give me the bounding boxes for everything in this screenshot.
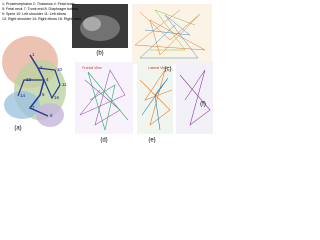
panel-label: (c) xyxy=(165,67,172,73)
joint-label: 10 xyxy=(57,67,63,72)
panel-label: (d) xyxy=(100,138,107,144)
joint-label: 11 xyxy=(62,82,67,87)
legend-line: 5: Fetal neck 7: Trunk end 8: Diaphragm … xyxy=(2,7,78,11)
joint-label: 2 xyxy=(40,65,43,70)
joint-label: 4 xyxy=(46,77,49,82)
panel-label: (b) xyxy=(96,51,103,57)
joint-label: 1 xyxy=(32,52,35,57)
panel-label: (a) xyxy=(14,126,21,132)
panel-label: (e) xyxy=(148,138,155,144)
fetus-model xyxy=(2,36,66,127)
joint-label: 8 xyxy=(50,113,53,118)
third-plot xyxy=(176,62,213,134)
joint-label: 14 xyxy=(20,93,26,98)
joint-label: 13 xyxy=(26,77,32,82)
view-label: Frontal View xyxy=(82,66,102,70)
legend-line: 1: Prosencephalon 2: Thalamus 4: Fetal b… xyxy=(2,2,75,6)
graph-plot xyxy=(132,4,212,64)
joint-label: 5 xyxy=(42,92,45,97)
legend-line: 13: Right shoulder 14: Right elbow 16: R… xyxy=(2,17,81,21)
page: 1: Prosencephalon 2: Thalamus 4: Fetal b… xyxy=(0,0,213,160)
legend-line: 9: Spine 10: Left shoulder 11: Left elbo… xyxy=(2,12,66,16)
figure: 1: Prosencephalon 2: Thalamus 4: Fetal b… xyxy=(2,2,213,144)
joint-label: 7 xyxy=(32,105,35,110)
view-label: Lateral View xyxy=(148,66,168,70)
lateral-plot xyxy=(137,62,173,134)
joint-label: 16 xyxy=(54,95,60,100)
frontal-plot xyxy=(75,62,133,134)
panel-label: (f) xyxy=(200,102,206,108)
